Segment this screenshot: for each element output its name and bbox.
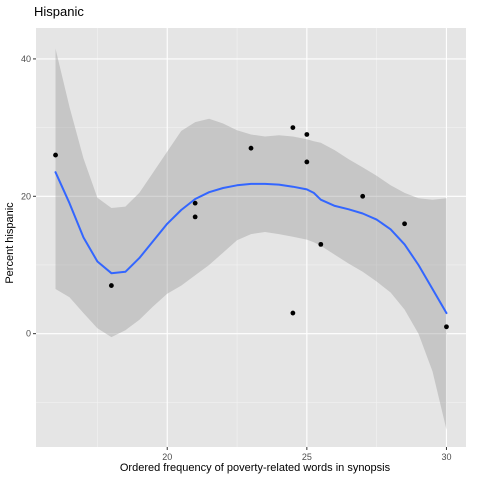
y-axis-title: Percent hispanic (4, 202, 16, 284)
data-point (53, 152, 58, 158)
data-point (290, 125, 296, 130)
x-tick-label: 20 (162, 452, 172, 462)
x-axis-title: Ordered frequency of poverty-related wor… (120, 462, 391, 474)
panel-background (36, 28, 466, 447)
smooth-line-path (54, 171, 448, 315)
y-tick-label: 0 (26, 329, 31, 339)
data-point (108, 283, 114, 288)
data-point (248, 145, 254, 151)
data-points (53, 125, 449, 330)
x-tick-label: 25 (302, 452, 312, 462)
chart-title: Hispanic (34, 4, 84, 19)
y-tick-label: 40 (21, 54, 31, 64)
data-point (318, 241, 324, 247)
data-point (192, 214, 198, 220)
smooth-line (54, 171, 448, 315)
x-tick-label: 30 (441, 452, 451, 462)
data-point (192, 200, 198, 206)
axes: 20 25 30 0 20 40 (21, 54, 451, 462)
data-point (444, 324, 449, 330)
plot-panel (36, 28, 466, 447)
y-tick-label: 20 (21, 191, 31, 201)
data-point (304, 132, 310, 137)
data-point (360, 193, 366, 199)
data-point (290, 310, 296, 316)
confidence-band (55, 48, 447, 430)
data-point (304, 159, 310, 165)
data-point (402, 221, 407, 227)
confidence-band-area (55, 48, 447, 430)
